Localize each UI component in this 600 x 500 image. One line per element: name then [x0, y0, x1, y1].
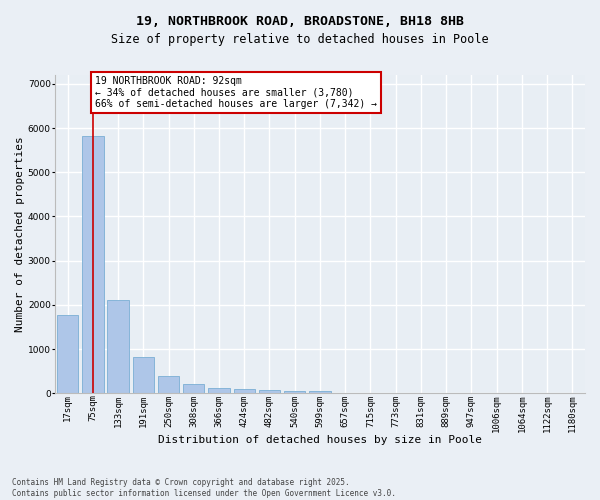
Bar [309, 391, 331, 393]
Bar [57, 314, 78, 393]
Bar [259, 390, 280, 393]
Text: Contains HM Land Registry data © Crown copyright and database right 2025.
Contai: Contains HM Land Registry data © Crown c… [12, 478, 396, 498]
Bar [183, 384, 205, 393]
Bar [133, 356, 154, 393]
Text: Size of property relative to detached houses in Poole: Size of property relative to detached ho… [111, 32, 489, 46]
Bar [158, 376, 179, 393]
Bar [233, 389, 255, 393]
Y-axis label: Number of detached properties: Number of detached properties [15, 136, 25, 332]
Bar [208, 388, 230, 393]
Bar [82, 136, 104, 393]
Text: 19 NORTHBROOK ROAD: 92sqm
← 34% of detached houses are smaller (3,780)
66% of se: 19 NORTHBROOK ROAD: 92sqm ← 34% of detac… [95, 76, 377, 109]
Bar [284, 391, 305, 393]
X-axis label: Distribution of detached houses by size in Poole: Distribution of detached houses by size … [158, 435, 482, 445]
Text: 19, NORTHBROOK ROAD, BROADSTONE, BH18 8HB: 19, NORTHBROOK ROAD, BROADSTONE, BH18 8H… [136, 15, 464, 28]
Bar [107, 300, 129, 393]
